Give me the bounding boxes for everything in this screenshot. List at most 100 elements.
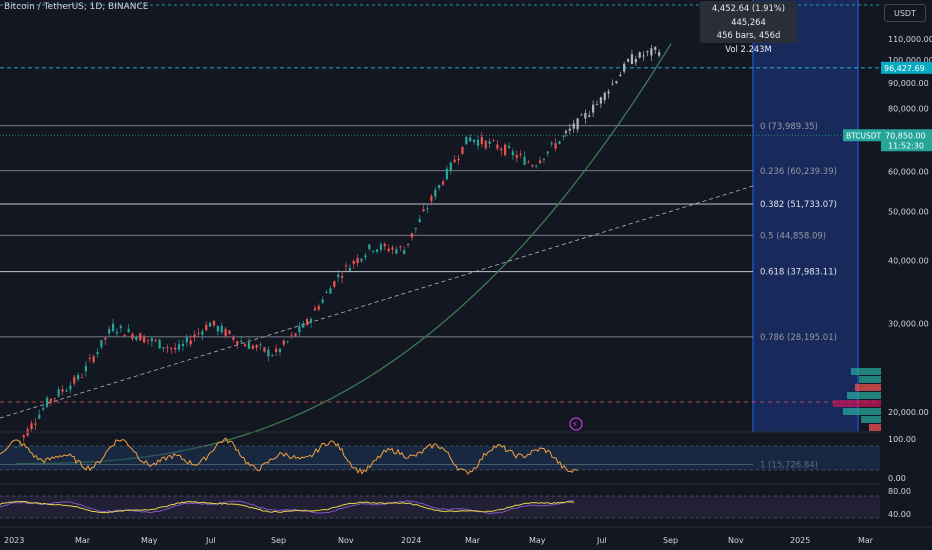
cyan-price-badge (881, 61, 932, 74)
candle-body (317, 306, 320, 310)
parabolic-curve (16, 43, 672, 465)
fib-label-3: 0.5 (44,858.09) (760, 231, 826, 241)
candle-body (193, 334, 196, 338)
candles-group (14, 44, 661, 450)
candle-body (170, 347, 173, 349)
fib-label-2: 0.382 (51,733.07) (760, 200, 837, 210)
candle-body (96, 352, 99, 354)
candle-body (127, 328, 130, 333)
candle-body (329, 288, 332, 294)
candle-body (139, 333, 142, 341)
candle-body (642, 55, 645, 57)
candle-body (236, 341, 239, 345)
candle-body (515, 154, 518, 158)
candle-body (290, 334, 293, 336)
candle-body (274, 348, 278, 353)
candle-body (154, 339, 157, 341)
candle-body (584, 112, 587, 119)
candle-body (441, 181, 445, 185)
candle-body (626, 59, 630, 62)
currency-button[interactable]: USDT (884, 4, 926, 22)
candle-body (333, 280, 336, 287)
volume-profile-bar-2 (855, 384, 881, 391)
candle-body (69, 385, 72, 390)
candle-body (395, 249, 398, 254)
rsi-slow-line (0, 499, 575, 515)
candle-body (306, 319, 309, 325)
candle-body (500, 148, 503, 151)
volume-profile-bar-7 (869, 424, 881, 431)
candle-body (650, 48, 653, 56)
candle-body (131, 333, 134, 339)
candle-body (30, 423, 33, 430)
candle-body (399, 246, 402, 248)
candle-body (348, 267, 351, 272)
candle-body (558, 141, 561, 144)
candle-body (232, 337, 235, 340)
volume-profile-bar-6 (861, 416, 881, 423)
candle-body (434, 189, 437, 197)
candle-body (22, 435, 25, 438)
candle-body (430, 196, 433, 202)
candle-body (580, 114, 583, 116)
candle-body (197, 333, 200, 334)
time-label-8: May (529, 536, 546, 545)
candle-body (111, 323, 115, 332)
price-tick-7: 40,000.00 (888, 256, 929, 265)
candle-body (294, 333, 297, 336)
candle-body (630, 54, 634, 65)
candle-body (100, 339, 103, 348)
candle-body (108, 328, 111, 334)
time-label-7: Mar (465, 536, 481, 545)
candle-body (115, 332, 119, 334)
candle-body (550, 143, 553, 145)
volume-profile-bar-0 (851, 368, 881, 375)
candle-body (426, 208, 429, 210)
candle-body (49, 398, 53, 402)
candle-body (445, 168, 449, 180)
candle-body (461, 146, 464, 154)
candle-body (379, 244, 383, 250)
candle-body (383, 243, 386, 247)
candle-body (57, 389, 60, 397)
symbol-badge-text: BTCUSDT (846, 131, 882, 140)
rsi-band (0, 496, 880, 518)
candle-body (484, 140, 487, 149)
candle-body (603, 92, 606, 101)
candle-body (243, 344, 247, 347)
candle-body (646, 51, 649, 53)
fib-label-4: 0.618 (37,983.11) (760, 268, 837, 278)
candle-body (34, 423, 37, 425)
candle-body (576, 118, 579, 130)
candle-body (364, 255, 367, 258)
candle-body (623, 63, 626, 72)
price-tick-5: 60,000.00 (888, 168, 929, 177)
osc-axis-100: 100.00 (888, 435, 916, 444)
candle-body (267, 349, 270, 357)
candle-body (469, 137, 472, 142)
candle-body (340, 275, 344, 278)
candle-body (135, 336, 138, 341)
price-tick-6: 50,000.00 (888, 208, 929, 217)
candle-body (457, 158, 460, 161)
price-tick-1: 100,000.00 (888, 56, 932, 65)
candle-body (212, 320, 216, 326)
candle-body (438, 185, 441, 189)
osc-axis-0: 0.00 (888, 474, 906, 483)
measure-tooltip: 4,452.64 (1.91%) 445,264 456 bars, 456d … (700, 1, 797, 54)
candle-body (325, 292, 328, 294)
candle-body (181, 343, 185, 347)
price-tick-3: 80,000.00 (888, 105, 929, 114)
candle-body (554, 143, 557, 149)
candle-body (337, 274, 340, 278)
candle-body (562, 135, 565, 137)
candle-body (568, 128, 571, 131)
candle-body (302, 323, 305, 328)
date-range-highlight (753, 0, 858, 432)
price-tick-8: 30,000.00 (888, 319, 929, 328)
candle-body (259, 344, 262, 346)
candle-body (391, 247, 394, 250)
candle-body (449, 162, 452, 171)
candle-body (360, 258, 363, 262)
